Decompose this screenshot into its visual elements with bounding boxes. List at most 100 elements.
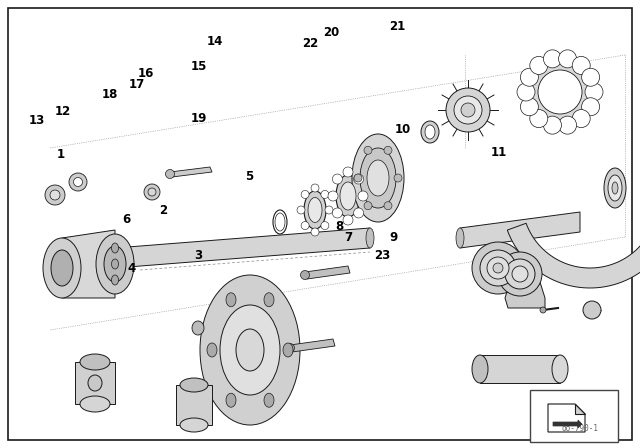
Text: 21: 21 — [388, 20, 405, 34]
Circle shape — [301, 222, 309, 229]
Circle shape — [582, 68, 600, 86]
Ellipse shape — [340, 182, 356, 210]
Text: 23: 23 — [374, 249, 391, 262]
Polygon shape — [115, 228, 370, 268]
Ellipse shape — [583, 301, 601, 319]
Circle shape — [354, 174, 362, 182]
Text: 6: 6 — [122, 213, 130, 226]
Circle shape — [325, 206, 333, 214]
Text: 22: 22 — [302, 37, 319, 51]
Ellipse shape — [88, 375, 102, 391]
Circle shape — [354, 174, 364, 184]
Circle shape — [311, 228, 319, 236]
Ellipse shape — [604, 168, 626, 208]
Circle shape — [301, 190, 309, 198]
Text: 4: 4 — [127, 262, 135, 276]
Ellipse shape — [80, 396, 110, 412]
Ellipse shape — [236, 329, 264, 371]
Ellipse shape — [104, 246, 126, 282]
Ellipse shape — [304, 191, 326, 229]
Text: 16: 16 — [138, 67, 154, 81]
Ellipse shape — [472, 355, 488, 383]
Polygon shape — [290, 339, 335, 352]
Ellipse shape — [50, 190, 60, 200]
Ellipse shape — [283, 343, 293, 357]
Text: 15: 15 — [190, 60, 207, 73]
Ellipse shape — [285, 344, 294, 353]
Ellipse shape — [552, 355, 568, 383]
Ellipse shape — [45, 185, 65, 205]
Ellipse shape — [180, 418, 208, 432]
Text: 17: 17 — [128, 78, 145, 91]
Ellipse shape — [480, 250, 516, 286]
Ellipse shape — [264, 293, 274, 307]
Ellipse shape — [425, 125, 435, 139]
Circle shape — [559, 50, 577, 68]
Circle shape — [520, 98, 538, 116]
Text: 19: 19 — [190, 112, 207, 125]
Bar — [480, 355, 560, 383]
Text: 9: 9 — [390, 231, 397, 244]
Text: 14: 14 — [206, 34, 223, 48]
Circle shape — [364, 146, 372, 154]
Circle shape — [332, 208, 342, 218]
Ellipse shape — [301, 271, 310, 280]
Ellipse shape — [456, 228, 464, 248]
Ellipse shape — [111, 275, 118, 285]
Polygon shape — [553, 420, 582, 428]
Text: 8: 8 — [335, 220, 343, 233]
Text: 3: 3 — [195, 249, 202, 262]
Circle shape — [384, 146, 392, 154]
Ellipse shape — [192, 321, 204, 335]
Ellipse shape — [148, 188, 156, 196]
Ellipse shape — [612, 182, 618, 194]
Polygon shape — [548, 404, 585, 432]
Ellipse shape — [308, 198, 322, 223]
Polygon shape — [505, 282, 545, 308]
Circle shape — [354, 208, 364, 218]
Circle shape — [343, 167, 353, 177]
Ellipse shape — [528, 60, 592, 124]
Ellipse shape — [512, 266, 528, 282]
Circle shape — [543, 116, 561, 134]
Circle shape — [543, 50, 561, 68]
Bar — [530, 390, 618, 442]
Ellipse shape — [493, 263, 503, 273]
Ellipse shape — [51, 250, 73, 286]
Bar — [75, 362, 115, 404]
Ellipse shape — [80, 354, 110, 370]
Text: 10: 10 — [395, 123, 412, 137]
Polygon shape — [508, 223, 640, 288]
Ellipse shape — [446, 88, 490, 132]
Ellipse shape — [472, 242, 524, 294]
Text: 2: 2 — [159, 204, 167, 217]
Ellipse shape — [540, 307, 546, 313]
Ellipse shape — [487, 257, 509, 279]
Ellipse shape — [505, 259, 535, 289]
Ellipse shape — [275, 213, 285, 231]
Ellipse shape — [96, 234, 134, 294]
Text: 5: 5 — [246, 170, 253, 184]
Ellipse shape — [111, 259, 118, 269]
Polygon shape — [170, 167, 212, 177]
Bar — [176, 385, 212, 425]
Ellipse shape — [226, 293, 236, 307]
Ellipse shape — [352, 134, 404, 222]
Circle shape — [321, 190, 329, 198]
Ellipse shape — [180, 378, 208, 392]
Circle shape — [384, 202, 392, 210]
Ellipse shape — [367, 160, 389, 196]
Ellipse shape — [498, 252, 542, 296]
Ellipse shape — [538, 70, 582, 114]
Ellipse shape — [226, 393, 236, 407]
Circle shape — [358, 191, 368, 201]
Circle shape — [328, 191, 338, 201]
Circle shape — [572, 110, 590, 128]
Circle shape — [585, 83, 603, 101]
Circle shape — [343, 215, 353, 225]
Ellipse shape — [336, 175, 360, 217]
Text: oo-790-1: oo-790-1 — [561, 423, 598, 432]
Ellipse shape — [421, 121, 439, 143]
Ellipse shape — [200, 275, 300, 425]
Text: 11: 11 — [491, 146, 508, 159]
